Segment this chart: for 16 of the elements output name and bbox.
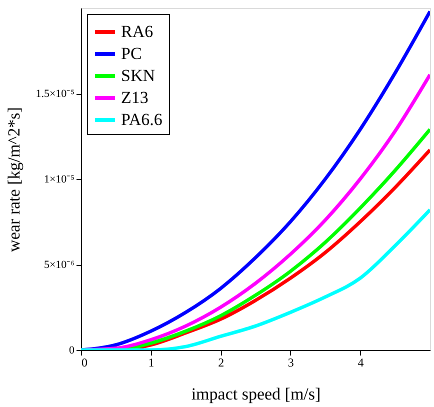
x-tick-label: 1	[148, 356, 154, 370]
legend-label: PA6.6	[121, 110, 162, 129]
legend-label: RA6	[121, 22, 154, 41]
legend-label: SKN	[121, 66, 156, 85]
y-axis-title: wear rate [kg/m^2*s]	[4, 107, 24, 252]
legend-label: PC	[121, 44, 142, 63]
y-tick-label: 1×10⁻⁵	[44, 174, 75, 186]
legend-label: Z13	[121, 88, 148, 107]
y-tick-label: 1.5×10⁻⁵	[36, 88, 75, 100]
x-tick-label: 0	[82, 356, 88, 370]
x-tick-label: 2	[218, 356, 224, 370]
x-tick-label: 3	[288, 356, 294, 370]
x-axis-title: impact speed [m/s]	[191, 384, 321, 404]
x-tick-label: 4	[358, 356, 364, 370]
y-tick-label: 0	[69, 344, 75, 356]
y-tick-label: 5×10⁻⁶	[44, 259, 75, 271]
